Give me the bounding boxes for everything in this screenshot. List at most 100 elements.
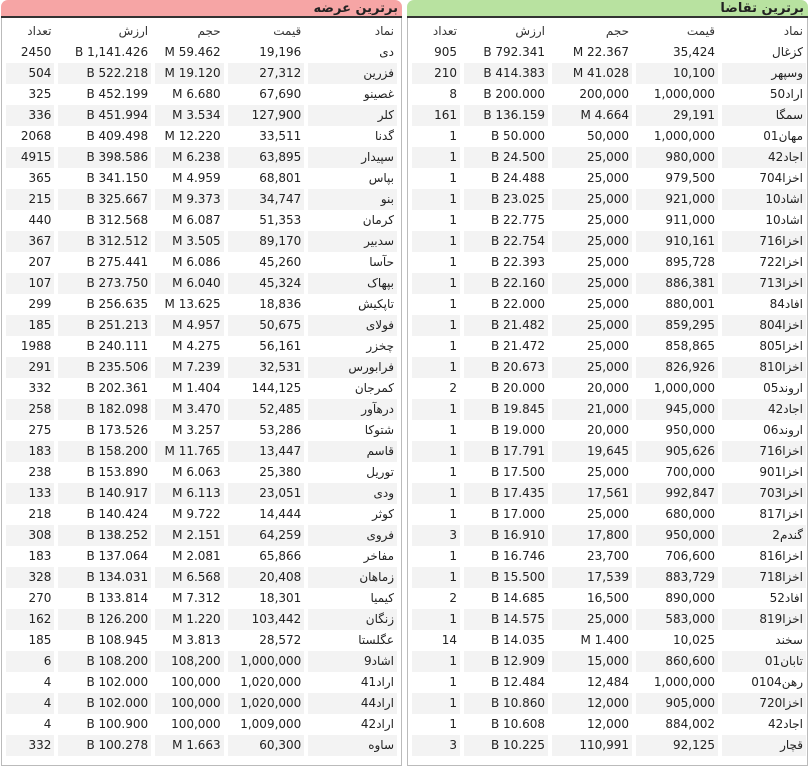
table-row[interactable]: زنگان 103,442 1.220 M 126.200 B 162 <box>6 609 397 630</box>
value-cell: 452.199 B <box>86 87 149 101</box>
table-row[interactable]: فرابورس 32,531 7.239 M 235.506 B 291 <box>6 357 397 378</box>
symbol-cell: اجاد42 <box>722 147 806 168</box>
column-header-count[interactable]: تعداد <box>432 24 457 38</box>
table-row[interactable]: اروند05 1,000,000 20,000 20.000 B 2 <box>412 378 806 399</box>
volume-cell: 6.680 M <box>172 87 221 101</box>
table-row[interactable]: اراد41 1,020,000 100,000 102.000 B 4 <box>6 672 397 693</box>
table-row[interactable]: اخزا805 858,865 25,000 21.472 B 1 <box>412 336 806 357</box>
value-cell: 23.025 B <box>464 189 548 210</box>
table-row[interactable]: بپاس 68,801 4.959 M 341.150 B 365 <box>6 168 397 189</box>
count-cell: 1 <box>412 231 460 252</box>
table-row[interactable]: افاد52 890,000 16,500 14.685 B 2 <box>412 588 806 609</box>
count-cell: 3 <box>412 735 460 756</box>
table-row[interactable]: غصینو 67,690 6.680 M 452.199 B 325 <box>6 84 397 105</box>
table-row[interactable]: کرمان 51,353 6.087 M 312.568 B 440 <box>6 210 397 231</box>
symbol-cell: تاپکیش <box>358 297 394 311</box>
table-row[interactable]: درهآور 52,485 3.470 M 182.098 B 258 <box>6 399 397 420</box>
table-row[interactable]: رهن0104 1,000,000 12,484 12.484 B 1 <box>412 672 806 693</box>
column-header-volume[interactable]: حجم <box>605 24 629 38</box>
table-row[interactable]: حآسا 45,260 6.086 M 275.441 B 207 <box>6 252 397 273</box>
table-row[interactable]: فولای 50,675 4.957 M 251.213 B 185 <box>6 315 397 336</box>
price-cell: 32,531 <box>227 357 305 378</box>
table-row[interactable]: ودی 23,051 6.113 M 140.917 B 133 <box>6 483 397 504</box>
table-row[interactable]: کمرجان 144,125 1.404 M 202.361 B 332 <box>6 378 397 399</box>
table-row[interactable]: اخزا722 895,728 25,000 22.393 B 1 <box>412 252 806 273</box>
column-header-price[interactable]: قیمت <box>686 24 715 38</box>
symbol-cell: اشاد9 <box>308 651 397 672</box>
table-row[interactable]: افاد84 880,001 25,000 22.000 B 1 <box>412 294 806 315</box>
value-cell: 16.746 B <box>490 549 545 563</box>
table-row[interactable]: سپیدار 63,895 6.238 M 398.586 B 4915 <box>6 147 397 168</box>
table-row[interactable]: کزغال 35,424 22.367 M 792.341 B 905 <box>412 42 806 63</box>
price-cell: 18,836 <box>259 297 302 311</box>
table-row[interactable]: اراد50 1,000,000 200,000 200.000 B 8 <box>412 84 806 105</box>
column-header-price[interactable]: قیمت <box>273 24 302 38</box>
table-row[interactable]: سمگا 29,191 4.664 M 136.159 B 161 <box>412 105 806 126</box>
table-row[interactable]: اخزا704 979,500 25,000 24.488 B 1 <box>412 168 806 189</box>
table-row[interactable]: اشاد10 911,000 25,000 22.775 B 1 <box>412 210 806 231</box>
table-row[interactable]: ساوه 60,300 1.663 M 100.278 B 332 <box>6 735 397 756</box>
table-row[interactable]: سخند 10,025 1.400 M 14.035 B 14 <box>412 630 806 651</box>
table-row[interactable]: فزرین 27,312 19.120 M 522.218 B 504 <box>6 63 397 84</box>
volume-cell: 1.404 M <box>172 381 221 395</box>
column-header-count[interactable]: تعداد <box>27 24 52 38</box>
table-row[interactable]: اخزا817 680,000 25,000 17.000 B 1 <box>412 504 806 525</box>
table-row[interactable]: تاپکیش 18,836 13.625 M 256.635 B 299 <box>6 294 397 315</box>
table-row[interactable]: اجاد42 884,002 12,000 10.608 B 1 <box>412 714 806 735</box>
column-header-value[interactable]: ارزش <box>515 24 545 38</box>
table-row[interactable]: فروی 64,259 2.151 M 138.252 B 308 <box>6 525 397 546</box>
table-row[interactable]: اخزا901 700,000 25,000 17.500 B 1 <box>412 462 806 483</box>
table-row[interactable]: کوثر 14,444 9.722 M 140.424 B 218 <box>6 504 397 525</box>
table-row[interactable]: اراد42 1,009,000 100,000 100.900 B 4 <box>6 714 397 735</box>
value-cell: 17.791 B <box>464 441 548 462</box>
table-row[interactable]: مهان01 1,000,000 50,000 50.000 B 1 <box>412 126 806 147</box>
table-row[interactable]: عگلستا 28,572 3.813 M 108.945 B 185 <box>6 630 397 651</box>
value-cell: 17.435 B <box>464 483 548 504</box>
table-row[interactable]: کلر 127,900 3.534 M 451.994 B 336 <box>6 105 397 126</box>
column-header-volume[interactable]: حجم <box>197 24 221 38</box>
column-header-symbol[interactable]: نماد <box>783 24 803 38</box>
table-row[interactable]: بنو 34,747 9.373 M 325.667 B 215 <box>6 189 397 210</box>
table-row[interactable]: شتوکا 53,286 3.257 M 173.526 B 275 <box>6 420 397 441</box>
table-row[interactable]: دی 19,196 59.462 M 1,141.426 B 2450 <box>6 42 397 63</box>
table-row[interactable]: اخزا816 706,600 23,700 16.746 B 1 <box>412 546 806 567</box>
count-cell: 161 <box>412 105 460 126</box>
symbol-cell: اخزا816 <box>759 549 803 563</box>
table-row[interactable]: قاسم 13,447 11.765 M 158.200 B 183 <box>6 441 397 462</box>
table-row[interactable]: چخزر 56,161 4.275 M 240.111 B 1988 <box>6 336 397 357</box>
count-cell: 328 <box>6 567 55 588</box>
table-row[interactable]: وسپهر 10,100 41.028 M 414.383 B 210 <box>412 63 806 84</box>
table-row[interactable]: مفاخر 65,866 2.081 M 137.064 B 183 <box>6 546 397 567</box>
volume-cell: 41.028 M <box>552 63 632 84</box>
table-row[interactable]: گدنا 33,511 12.220 M 409.498 B 2068 <box>6 126 397 147</box>
column-header-symbol[interactable]: نماد <box>374 24 394 38</box>
count-cell: 1 <box>412 315 460 336</box>
table-row[interactable]: سدبیر 89,170 3.505 M 312.512 B 367 <box>6 231 397 252</box>
price-cell: 1,000,000 <box>653 381 715 395</box>
column-header-value[interactable]: ارزش <box>118 24 149 38</box>
symbol-cell: توریل <box>366 465 394 479</box>
table-row[interactable]: بپهاک 45,324 6.040 M 273.750 B 107 <box>6 273 397 294</box>
table-row[interactable]: کیمیا 18,301 7.312 M 133.814 B 270 <box>6 588 397 609</box>
table-row[interactable]: اروند06 950,000 20,000 19.000 B 1 <box>412 420 806 441</box>
table-row[interactable]: زماهان 20,408 6.568 M 134.031 B 328 <box>6 567 397 588</box>
table-row[interactable]: توریل 25,380 6.063 M 153.890 B 238 <box>6 462 397 483</box>
symbol-cell: اخزا713 <box>722 273 806 294</box>
